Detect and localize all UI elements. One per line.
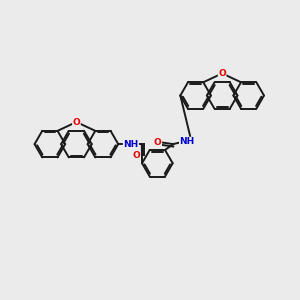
Text: O: O: [154, 138, 161, 147]
Text: O: O: [218, 69, 226, 78]
Text: NH: NH: [179, 137, 195, 146]
Text: O: O: [73, 118, 80, 127]
Text: NH: NH: [123, 140, 139, 148]
Text: O: O: [132, 151, 140, 160]
